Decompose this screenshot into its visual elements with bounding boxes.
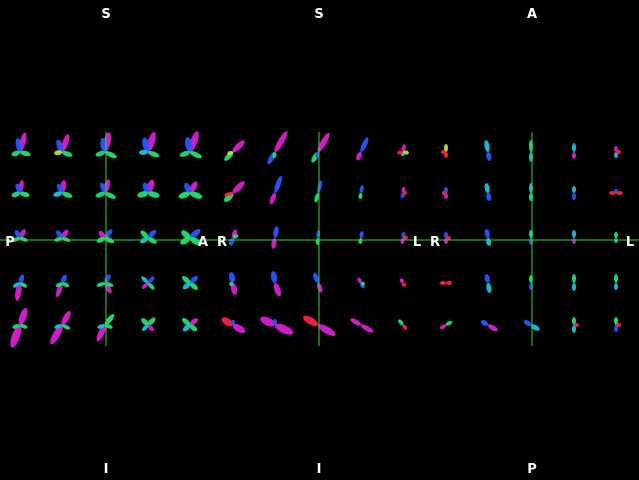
odf-glyph bbox=[397, 144, 409, 156]
odf-glyph bbox=[614, 232, 618, 243]
axial-view-panel[interactable]: A P R L bbox=[426, 0, 639, 480]
odf-glyph bbox=[399, 278, 407, 287]
orientation-label-right: L bbox=[625, 235, 635, 250]
odf-glyph bbox=[614, 146, 621, 158]
odf-glyph bbox=[139, 131, 160, 158]
odf-glyph bbox=[314, 180, 323, 203]
odf-glyph bbox=[614, 317, 621, 332]
odf-glyph bbox=[440, 281, 452, 285]
odf-glyph bbox=[141, 276, 155, 290]
odf-glyph bbox=[182, 318, 198, 332]
odf-glyph bbox=[11, 132, 31, 157]
odf-glyph bbox=[54, 229, 71, 242]
odf-glyph bbox=[269, 175, 282, 205]
coronal-view-panel[interactable]: S I P A bbox=[0, 0, 213, 480]
odf-glyph bbox=[444, 232, 451, 244]
odf-glyph bbox=[182, 276, 198, 290]
coronal-glyph-field bbox=[0, 131, 213, 348]
orientation-label-left: R bbox=[216, 235, 227, 250]
odf-glyph bbox=[137, 179, 160, 198]
odf-glyph bbox=[140, 229, 157, 244]
odf-glyph bbox=[10, 307, 28, 348]
odf-glyph bbox=[442, 187, 448, 199]
odf-glyph bbox=[53, 180, 73, 198]
odf-glyph bbox=[267, 131, 288, 165]
odf-glyph bbox=[179, 131, 202, 159]
odf-glyph bbox=[95, 179, 116, 199]
odf-glyph bbox=[609, 189, 623, 195]
odf-glyph bbox=[357, 277, 365, 289]
orientation-label-top: S bbox=[101, 7, 111, 22]
odf-glyph bbox=[572, 186, 576, 200]
odf-glyph bbox=[224, 181, 245, 202]
odf-glyph bbox=[228, 272, 238, 295]
odf-glyph bbox=[141, 317, 156, 331]
odf-glyph bbox=[358, 185, 364, 199]
odf-glyph bbox=[400, 232, 408, 244]
orientation-label-top: S bbox=[314, 7, 324, 22]
odf-glyph bbox=[54, 134, 73, 157]
odf-glyph bbox=[484, 274, 492, 293]
odf-glyph bbox=[12, 274, 28, 301]
odf-glyph bbox=[96, 314, 115, 342]
odf-glyph bbox=[95, 132, 117, 159]
odf-glyph bbox=[180, 229, 201, 245]
odf-glyph bbox=[313, 272, 323, 293]
odf-glyph bbox=[303, 315, 336, 336]
odf-glyph bbox=[12, 229, 28, 242]
odf-glyph bbox=[484, 183, 492, 201]
odf-glyph bbox=[96, 229, 115, 244]
odf-glyph bbox=[311, 132, 330, 163]
odf-glyph bbox=[398, 319, 408, 330]
odf-glyph bbox=[572, 317, 579, 333]
odf-glyph bbox=[441, 144, 448, 158]
odf-glyph bbox=[572, 143, 576, 159]
orientation-label-left: P bbox=[5, 235, 15, 250]
odf-glyph bbox=[572, 274, 576, 291]
odf-glyph bbox=[270, 271, 282, 297]
odf-glyph bbox=[221, 317, 246, 334]
axial-glyph-field bbox=[426, 132, 639, 346]
orientation-label-bottom: I bbox=[316, 462, 322, 477]
odf-glyph bbox=[400, 187, 407, 198]
odf-glyph bbox=[484, 229, 492, 246]
odf-glyph bbox=[572, 230, 576, 244]
odf-glyph bbox=[228, 229, 239, 246]
odf-glyph bbox=[260, 316, 294, 335]
odf-glyph bbox=[96, 274, 114, 294]
odf-glyph bbox=[55, 274, 70, 298]
sagittal-glyph-field bbox=[213, 131, 426, 346]
sagittal-view-panel[interactable]: S I R L bbox=[213, 0, 426, 480]
odf-glyph bbox=[315, 230, 321, 245]
odf-glyph bbox=[50, 311, 71, 345]
orientation-label-right: L bbox=[412, 235, 422, 250]
odf-glyph bbox=[484, 140, 492, 161]
odf-glyph bbox=[523, 320, 540, 331]
orientation-label-bottom: P bbox=[527, 462, 537, 477]
odf-glyph bbox=[11, 180, 30, 198]
odf-glyph bbox=[178, 181, 203, 199]
odf-glyph bbox=[614, 274, 618, 290]
odf-glyph bbox=[356, 137, 369, 161]
orientation-label-bottom: I bbox=[103, 462, 109, 477]
odf-glyph bbox=[271, 226, 279, 249]
orientation-label-left: R bbox=[429, 235, 440, 250]
odf-glyph bbox=[350, 318, 374, 333]
odf-glyph bbox=[358, 231, 364, 244]
odf-glyph bbox=[480, 320, 498, 332]
odf-glyph bbox=[439, 320, 453, 330]
orientation-label-right: A bbox=[197, 235, 209, 250]
odf-glyph bbox=[224, 140, 245, 161]
orientation-label-top: A bbox=[526, 7, 538, 22]
